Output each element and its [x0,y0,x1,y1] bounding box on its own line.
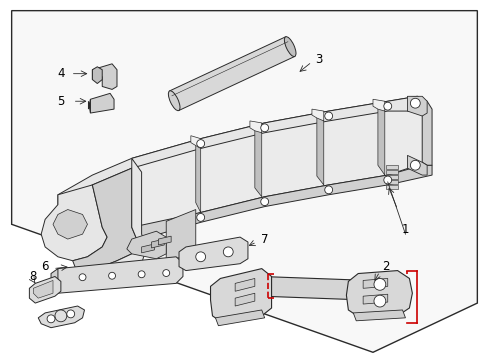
Polygon shape [29,276,61,303]
Circle shape [47,315,55,323]
Polygon shape [169,37,294,111]
Polygon shape [363,294,387,304]
Polygon shape [78,158,146,278]
Circle shape [409,160,419,170]
Polygon shape [254,124,261,197]
Polygon shape [372,99,384,111]
Polygon shape [92,64,117,89]
Circle shape [223,247,233,257]
Polygon shape [385,180,397,184]
Circle shape [79,274,86,281]
Polygon shape [131,165,431,247]
Text: 8: 8 [30,270,37,283]
Circle shape [383,176,391,184]
Polygon shape [346,271,411,318]
Polygon shape [235,278,254,291]
Polygon shape [385,170,397,174]
Polygon shape [51,269,58,293]
Ellipse shape [168,91,180,111]
Circle shape [138,271,145,278]
Polygon shape [407,156,426,175]
Circle shape [196,140,204,148]
Polygon shape [126,231,166,259]
Ellipse shape [284,37,295,57]
Polygon shape [41,185,107,261]
Polygon shape [90,93,114,113]
Polygon shape [131,96,426,239]
Circle shape [55,310,67,322]
Circle shape [67,310,75,318]
Text: 6: 6 [41,260,49,273]
Polygon shape [352,310,405,321]
Text: 4: 4 [57,67,64,80]
Text: 5: 5 [57,95,64,108]
Polygon shape [235,293,254,306]
Text: 3: 3 [314,53,322,66]
Circle shape [260,198,268,206]
Circle shape [324,186,332,194]
Polygon shape [33,280,53,298]
Circle shape [196,213,204,221]
Circle shape [163,270,169,276]
Polygon shape [166,210,195,261]
Polygon shape [249,121,261,133]
Polygon shape [158,236,171,245]
Polygon shape [416,96,431,165]
Circle shape [383,102,391,110]
Circle shape [409,98,419,108]
Circle shape [108,272,115,279]
Polygon shape [53,210,87,239]
Polygon shape [88,99,90,113]
Circle shape [195,252,205,262]
Polygon shape [311,109,323,121]
Polygon shape [407,96,426,116]
Polygon shape [190,136,200,148]
Polygon shape [377,102,384,175]
Text: 1: 1 [401,223,408,236]
Polygon shape [385,175,397,179]
Polygon shape [316,112,323,185]
Polygon shape [151,239,164,248]
Polygon shape [363,278,387,288]
Polygon shape [215,310,264,326]
Circle shape [260,124,268,132]
Polygon shape [58,96,421,204]
Text: 7: 7 [261,233,268,246]
Polygon shape [261,276,371,300]
Polygon shape [179,237,247,271]
Polygon shape [195,139,200,212]
Circle shape [324,112,332,120]
Polygon shape [73,168,137,274]
Polygon shape [51,257,183,293]
Polygon shape [38,306,84,328]
Polygon shape [142,244,154,253]
Circle shape [373,278,385,290]
Polygon shape [12,11,476,352]
Polygon shape [210,269,271,323]
Polygon shape [385,165,397,169]
Polygon shape [92,67,102,84]
Polygon shape [385,185,397,189]
Circle shape [373,295,385,307]
Text: 2: 2 [381,260,389,273]
